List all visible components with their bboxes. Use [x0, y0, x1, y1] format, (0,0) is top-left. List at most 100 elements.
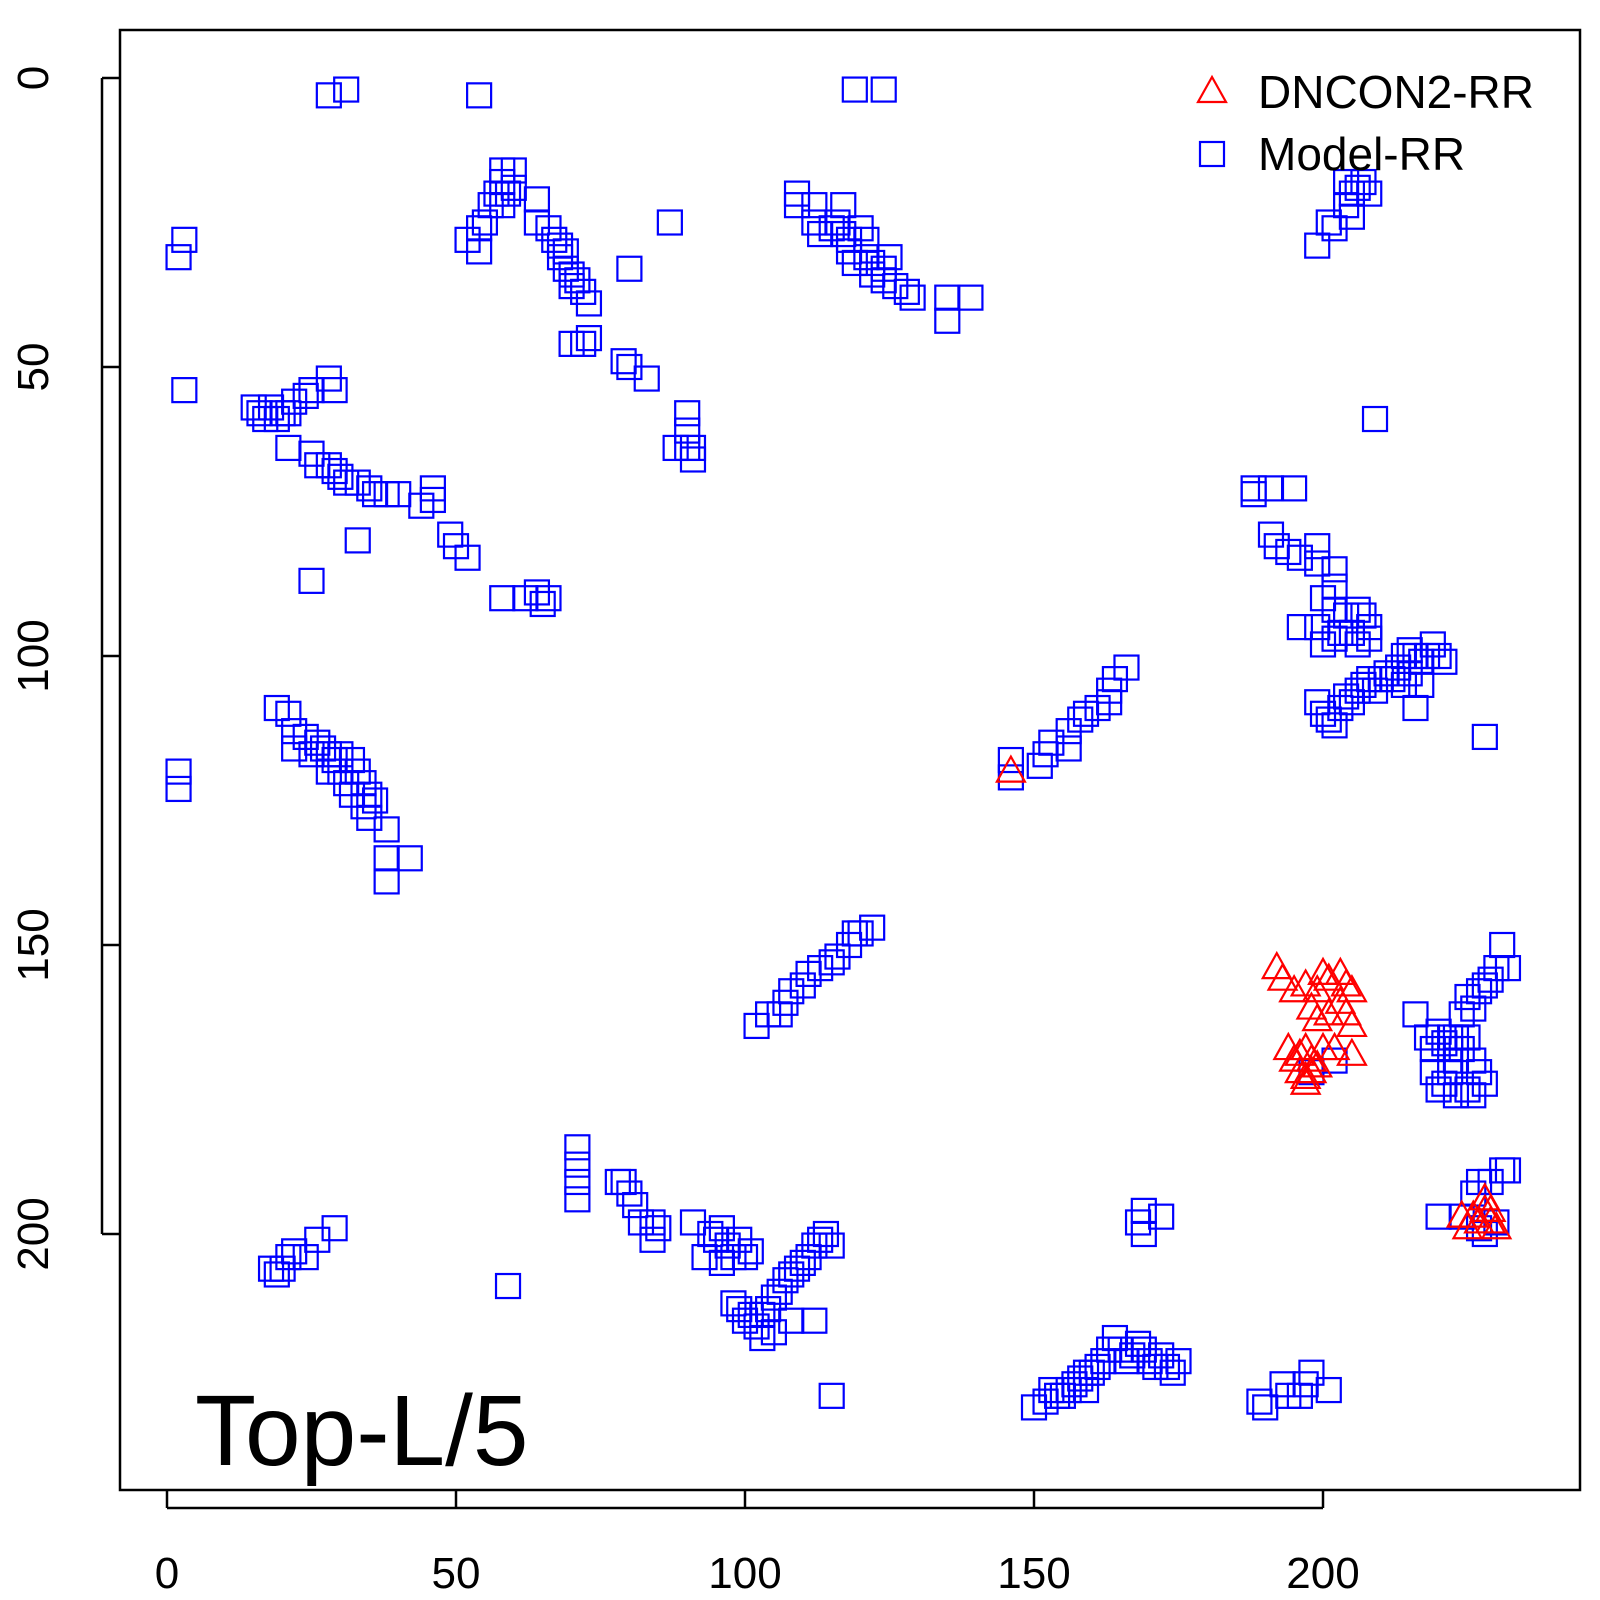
model-rr-point	[454, 544, 481, 571]
model-rr-point	[165, 758, 192, 785]
dncon2-rr-point	[1318, 1031, 1351, 1061]
model-rr-point	[899, 284, 926, 311]
model-rr-point	[622, 1191, 649, 1219]
model-rr-point	[997, 764, 1024, 791]
dncon2-rr-point	[1330, 968, 1362, 997]
model-rr-point	[893, 278, 920, 305]
model-rr-point	[564, 1186, 591, 1213]
legend-square-marker	[1198, 140, 1226, 168]
model-rr-point	[1252, 1394, 1279, 1421]
model-rr-point	[1304, 533, 1331, 560]
model-rr-point	[1431, 648, 1458, 675]
y-tick-label: 200	[9, 1197, 58, 1270]
model-rr-point	[679, 446, 707, 473]
model-rr-point	[1402, 694, 1429, 722]
model-rr-point	[997, 746, 1024, 774]
x-tick-label: 0	[155, 1549, 179, 1598]
model-rr-point	[1304, 232, 1331, 259]
model-rr-point	[818, 1382, 845, 1409]
dncon2-rr-point	[1278, 973, 1310, 1003]
model-rr-point	[396, 845, 423, 872]
model-rr-point	[1315, 209, 1342, 236]
model-rr-point	[165, 775, 192, 803]
model-rr-point	[171, 377, 198, 404]
model-rr-point	[1321, 215, 1348, 242]
model-rr-point	[1280, 475, 1308, 502]
model-rr-point	[1356, 625, 1383, 652]
model-rr-point	[1489, 931, 1516, 959]
model-rr-point	[373, 845, 400, 872]
y-tick-label: 50	[9, 343, 58, 392]
model-rr-point	[1425, 642, 1452, 670]
model-rr-point	[564, 1134, 591, 1161]
model-rr-point	[633, 365, 660, 392]
model-rr-point	[1148, 1203, 1175, 1230]
model-rr-point	[818, 949, 845, 976]
dncon2-rr-point	[1474, 1193, 1507, 1222]
model-rr-point	[691, 1244, 718, 1271]
model-rr-point	[1460, 1082, 1487, 1109]
model-rr-point	[830, 192, 857, 219]
model-rr-point	[292, 382, 319, 409]
y-tick-label: 150	[9, 908, 58, 981]
model-rr-point	[321, 377, 348, 404]
model-rr-point	[373, 868, 400, 895]
model-rr-point	[1130, 1220, 1157, 1248]
model-rr-point	[1165, 1348, 1192, 1375]
model-rr-point	[373, 816, 400, 843]
model-rr-point	[361, 787, 389, 814]
model-rr-point	[616, 255, 643, 282]
model-rr-point	[859, 914, 886, 941]
plot-frame	[118, 28, 1582, 1492]
dncon2-rr-point	[1336, 1008, 1368, 1038]
model-rr-point	[876, 244, 903, 271]
model-rr-point	[466, 82, 493, 109]
model-rr-point	[315, 82, 342, 109]
model-rr-point	[934, 307, 961, 334]
model-rr-point	[1367, 666, 1394, 693]
model-rr-point	[564, 1168, 591, 1196]
model-rr-point	[801, 1307, 828, 1334]
model-rr-point	[801, 192, 828, 219]
model-rr-point	[1298, 1359, 1325, 1386]
model-rr-point	[1246, 1388, 1273, 1415]
dncon2-rr-point	[1480, 1210, 1513, 1240]
model-rr-point	[737, 1238, 764, 1265]
legend-label: Model-RR	[1258, 128, 1465, 180]
model-rr-point	[957, 284, 984, 311]
model-rr-point	[639, 1209, 666, 1236]
model-rr-point	[523, 186, 551, 213]
x-tick-label: 100	[708, 1549, 781, 1598]
model-rr-point	[818, 1232, 845, 1259]
dncon2-rr-point	[1474, 1205, 1507, 1234]
model-rr-point	[1454, 1076, 1481, 1103]
x-tick-label: 200	[1286, 1549, 1359, 1598]
model-rr-point	[783, 192, 811, 219]
model-rr-point	[1494, 1157, 1522, 1184]
model-rr-point	[934, 284, 961, 311]
model-rr-point	[327, 463, 354, 490]
chart-marks	[165, 76, 1522, 1421]
model-rr-point	[564, 1151, 591, 1178]
model-rr-point	[333, 76, 360, 103]
model-rr-point	[1072, 1376, 1100, 1404]
model-rr-point	[870, 76, 897, 103]
x-tick-label: 150	[997, 1549, 1070, 1598]
chart-annotation: Top-L/5	[195, 1375, 529, 1487]
model-rr-point	[344, 527, 371, 554]
dncon2-rr-point	[1336, 973, 1368, 1003]
model-rr-point	[1494, 955, 1522, 982]
legend-triangle-marker	[1196, 74, 1228, 104]
y-tick-label: 100	[9, 619, 58, 692]
model-rr-point	[419, 486, 446, 514]
model-rr-point	[570, 330, 597, 357]
model-rr-point	[1113, 654, 1140, 681]
model-rr-point	[610, 348, 637, 375]
model-rr-point	[639, 1226, 666, 1253]
model-rr-point	[1240, 481, 1267, 508]
model-rr-point	[489, 192, 516, 219]
x-tick-label: 50	[432, 1549, 481, 1598]
model-rr-point	[1321, 556, 1348, 583]
model-rr-point	[298, 567, 325, 594]
dncon2-rr-point	[1301, 1002, 1334, 1032]
